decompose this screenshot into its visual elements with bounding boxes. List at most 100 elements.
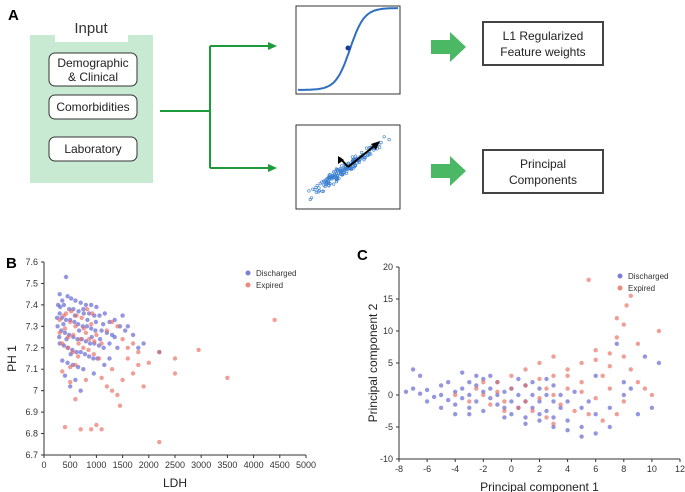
chart-b-point-discharged: [69, 296, 74, 301]
chart-c-point-expired: [628, 367, 633, 372]
pca-dot: [311, 187, 315, 191]
chart-b-point-discharged: [63, 317, 69, 323]
chart-b-point-discharged: [73, 377, 78, 383]
pca-dot: [353, 163, 357, 167]
chart-b-point-expired: [91, 352, 97, 357]
chart-c-x-tick-label: 6: [593, 464, 598, 474]
chart-c-point-discharged: [460, 396, 465, 401]
chart-b-y-tick-label: 6.7: [25, 450, 38, 460]
chart-c-point-expired: [565, 386, 570, 391]
chart-c-point-discharged: [579, 434, 584, 439]
chart-b-point-expired: [115, 392, 120, 398]
output-label-l1-2: Feature weights: [500, 45, 585, 59]
chart-b-point-discharged: [102, 362, 107, 368]
chart-b-y-tick-label: 7.4: [25, 300, 38, 310]
chart-b-point-expired: [157, 439, 162, 445]
chart-b-point-expired: [89, 427, 94, 432]
chart-b-y-tick-label: 6.9: [25, 407, 38, 417]
pca-dot: [365, 153, 369, 157]
pca-dot: [348, 167, 352, 171]
chart-c-point-expired: [593, 396, 598, 401]
chart-b-x-tick-label: 500: [63, 460, 78, 470]
chart-c-point-expired: [572, 408, 577, 414]
chart-b-point-discharged: [73, 298, 78, 303]
chart-b-point-expired: [73, 397, 78, 402]
chart-c-point-discharged: [523, 421, 528, 426]
pca-dot: [379, 141, 383, 145]
chart-c-point-discharged: [424, 399, 430, 404]
chart-c-x-tick-label: 8: [621, 464, 626, 474]
chart-c-point-discharged: [523, 415, 528, 420]
chart-c-point-discharged: [474, 383, 479, 388]
chart-b-point-expired: [60, 369, 65, 374]
chart-b-point-expired: [83, 377, 89, 383]
chart-c-point-discharged: [537, 399, 542, 404]
chart-c-series-expired: [453, 277, 662, 426]
chart-c-point-expired: [481, 380, 486, 385]
chart-b-point-discharged: [74, 349, 79, 355]
chart-c-point-expired: [537, 376, 542, 382]
chart-c-point-expired: [495, 380, 500, 385]
chart-b-point-discharged: [99, 328, 104, 333]
chart-b-point-expired: [90, 311, 95, 316]
chart-c-point-expired: [579, 389, 584, 394]
chart-c-point-expired: [502, 408, 507, 414]
chart-b-point-expired: [60, 341, 65, 346]
chart-c-y-tick-label: 20: [383, 262, 393, 272]
chart-b-point-discharged: [75, 337, 80, 342]
chart-b-point-discharged: [112, 334, 117, 340]
chart-c-point-expired: [551, 373, 556, 378]
chart-c-point-discharged: [537, 386, 542, 391]
chart-c-y-tick-label: 5: [388, 358, 393, 368]
chart-b-point-discharged: [123, 328, 128, 333]
chart-b-point-discharged: [89, 326, 94, 331]
chart-c-point-expired: [544, 386, 549, 391]
chart-b-point-discharged: [130, 332, 136, 338]
chart-b-point-discharged: [91, 356, 96, 361]
chart-b-point-discharged: [76, 328, 82, 333]
chart-b-point-expired: [86, 347, 91, 353]
chart-c-legend-expired: Expired: [628, 284, 655, 293]
block-arrow-top: [431, 32, 466, 62]
chart-b-point-discharged: [101, 345, 106, 350]
chart-b-point-discharged: [62, 330, 68, 335]
chart-c-point-expired: [481, 392, 486, 398]
chart-c-y-axis-label: Principal component 2: [366, 303, 380, 422]
chart-c-point-discharged: [481, 376, 486, 382]
input-label-laboratory: Laboratory: [64, 142, 121, 156]
chart-b-point-discharged: [57, 292, 62, 297]
chart-b-point-discharged: [94, 304, 99, 310]
chart-c-point-discharged: [453, 412, 458, 417]
chart-c-x-tick-label: -6: [423, 464, 431, 474]
chart-c-point-expired: [551, 354, 556, 359]
chart-c-point-discharged: [530, 392, 535, 398]
chart-c-point-discharged: [417, 391, 423, 396]
chart-c-point-discharged: [502, 389, 507, 394]
chart-c-point-discharged: [635, 412, 641, 417]
chart-c-point-discharged: [446, 380, 451, 385]
chart-b-point-discharged: [120, 313, 125, 318]
chart-c-point-expired: [635, 380, 641, 385]
chart-c-point-discharged: [424, 387, 430, 393]
chart-b-point-expired: [130, 371, 136, 376]
chart-c-point-discharged: [593, 373, 598, 378]
chart-c-point-expired: [624, 303, 629, 308]
pca-dot: [382, 135, 386, 139]
chart-b-x-tick-label: 5000: [296, 460, 316, 470]
chart-c-point-expired: [467, 399, 472, 404]
input-box-demographic: [48, 52, 138, 87]
chart-b-point-expired: [89, 322, 94, 327]
chart-c-point-discharged: [509, 399, 514, 404]
pca-dot: [340, 164, 344, 168]
chart-c-point-discharged: [642, 354, 648, 359]
chart-b-point-expired: [62, 326, 68, 331]
chart-b-point-expired: [125, 356, 130, 361]
chart-c-y-tick-label: 10: [383, 326, 393, 336]
chart-c-point-discharged: [544, 408, 549, 414]
chart-b-y-axis-label: PH 1: [5, 345, 19, 372]
pca-dot: [339, 168, 343, 173]
chart-c-x-tick-label: 12: [675, 464, 685, 474]
chart-b-point-expired: [109, 367, 115, 372]
chart-b-point-expired: [78, 427, 83, 432]
pca-dot: [321, 189, 326, 193]
